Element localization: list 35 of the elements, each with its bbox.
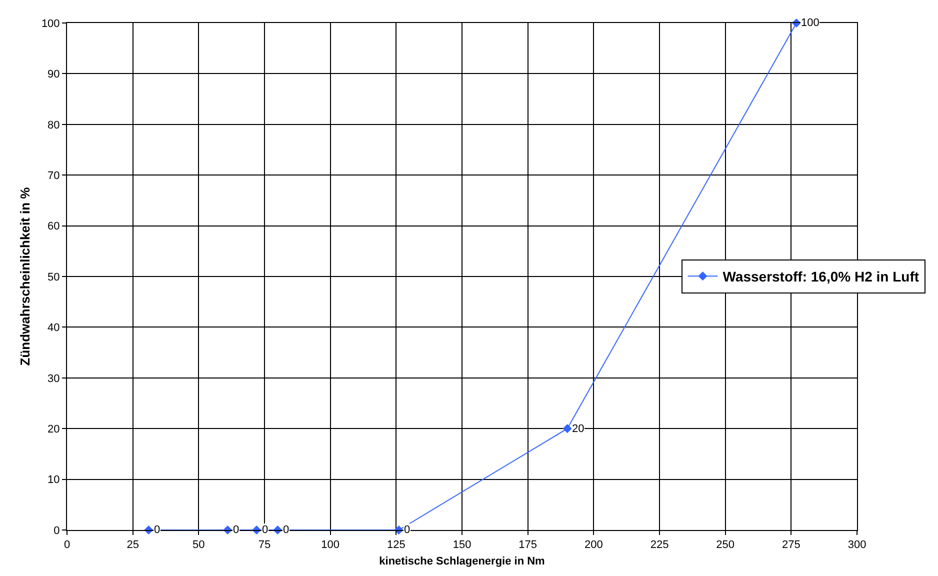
data-label: 20 [572,423,584,435]
point [562,424,572,434]
x-tick-label: 225 [650,539,669,552]
x-tick-label: 250 [716,539,735,552]
y-tick-label: 60 [48,220,60,233]
legend-label: Wasserstoff: 16,0% H2 in Luft [722,268,920,285]
x-tick-label: 75 [258,539,271,552]
data-label: 0 [233,524,240,536]
data-label: 0 [404,524,410,536]
data-label: 0 [154,524,160,536]
x-tick-label: 200 [584,539,603,552]
x-tick-label: 300 [848,539,866,552]
y-tick-label: 50 [48,271,60,284]
y-tick-label: 70 [48,170,60,182]
y-tick-label: 40 [48,322,60,334]
x-tick-label: 25 [126,539,139,552]
y-tick-label: 0 [54,524,60,537]
y-tick-label: 10 [48,474,60,486]
y-tick-label: 30 [48,372,60,385]
x-tick-label: 0 [64,539,70,552]
data-label: 0 [283,524,290,536]
x-axis-title: kinetische Schlagenergie in Nm [379,555,546,568]
data-label: 0 [262,524,268,536]
x-tick-label: 125 [386,539,406,552]
x-tick-label: 275 [782,539,800,552]
y-tick-label: 90 [48,68,60,81]
x-tick-label: 50 [192,539,205,552]
y-axis-title: Zündwahrscheinlichkeit in % [17,186,32,366]
y-tick-label: 100 [41,18,60,30]
data-label: 100 [801,17,820,29]
x-tick-label: 175 [518,539,538,552]
x-tick-label: 100 [321,539,340,552]
y-tick-label: 20 [48,423,60,436]
x-tick-label: 150 [452,539,472,552]
y-tick-label: 80 [48,119,60,132]
